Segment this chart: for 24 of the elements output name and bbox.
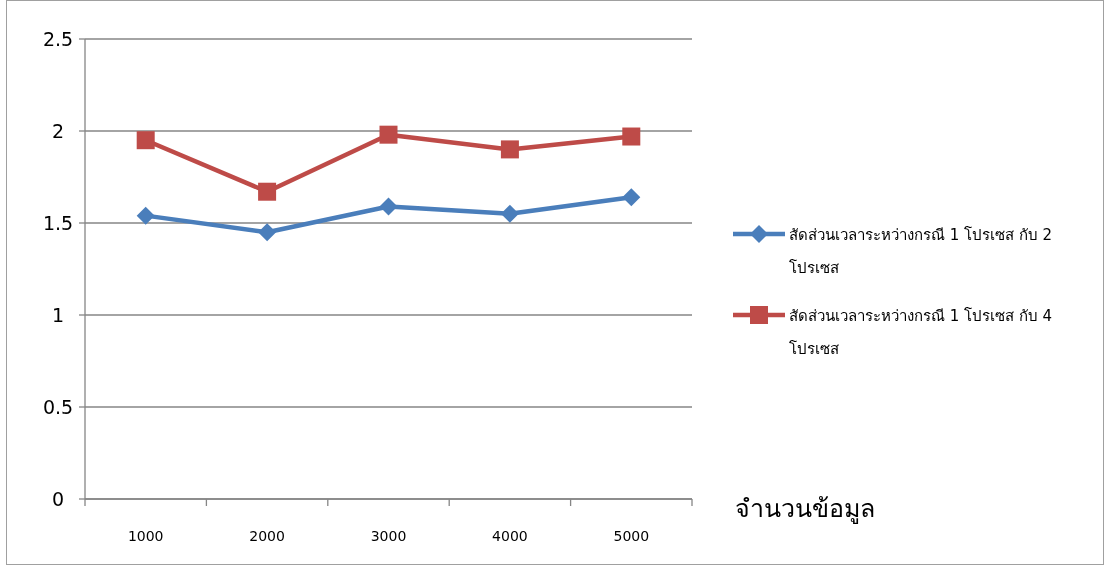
- point: [258, 223, 277, 242]
- point: [622, 127, 641, 146]
- x-tick-label: 4000: [492, 528, 528, 544]
- x-tick-label: 3000: [370, 528, 407, 544]
- y-tick-label: 1: [51, 304, 65, 326]
- legend-label: สัดส่วนเวลาระหว่างกรณี 1 โปรเซส กับ 2 โปรเซส: [789, 226, 1053, 277]
- y-tick-label: 2: [51, 120, 65, 142]
- y-tick-label: 0: [51, 488, 65, 510]
- y-tick-label: 1.5: [42, 212, 74, 234]
- point: [136, 131, 155, 150]
- x-tick-label: 2000: [249, 528, 285, 544]
- point: [500, 204, 519, 223]
- x-tick-label: 1000: [127, 528, 164, 544]
- point: [258, 182, 277, 201]
- y-tick-label: 2.5: [42, 28, 74, 50]
- point: [500, 140, 519, 159]
- x-axis-title: จำนวนข้อมูล: [735, 494, 875, 524]
- point: [379, 125, 398, 144]
- point: [622, 188, 641, 207]
- point: [136, 206, 155, 225]
- legend-label: สัดส่วนเวลาระหว่างกรณี 1 โปรเซส กับ 4 โปรเซส: [789, 307, 1053, 358]
- y-tick-label: 0.5: [42, 396, 74, 418]
- point: [379, 197, 398, 216]
- x-tick-label: 5000: [613, 528, 650, 544]
